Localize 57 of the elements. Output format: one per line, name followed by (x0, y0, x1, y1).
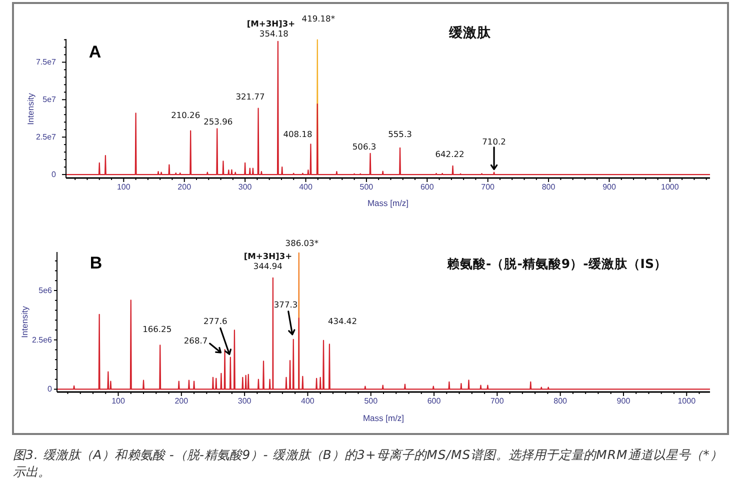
annotation: B (90, 254, 102, 272)
annotation: 434.42 (328, 316, 357, 326)
annotation: 253.96 (204, 116, 233, 127)
x-tick-label: 800 (554, 396, 568, 406)
x-tick-label: 500 (360, 182, 374, 192)
annotation: 710.2 (482, 136, 506, 146)
annotation: 277.6 (204, 316, 228, 326)
y-tick-label: 2.5e7 (36, 132, 57, 142)
annotation: 321.77 (236, 91, 265, 102)
x-tick-label: 900 (602, 182, 616, 192)
x-tick-label: 700 (481, 182, 496, 192)
caption: 图3. 缓激肽（A）和赖氨酸 -（脱-精氨酸9）- 缓激肽（B）的3+母离子的MS/MS谱图。选择用于定量的MRM通道以星号（*）示出。 (13, 446, 724, 480)
x-tick-label: 200 (174, 396, 189, 406)
annotation: 555.3 (388, 128, 412, 139)
x-tick-label: 300 (238, 182, 252, 192)
x-tick-label: 500 (364, 396, 378, 406)
annotation: 210.26 (171, 110, 200, 120)
x-tick-label: 900 (616, 396, 631, 406)
y-tick-label: 0 (48, 384, 53, 394)
annotation: 642.22 (435, 148, 464, 159)
y-tick-label: 5e7 (42, 95, 57, 104)
annotation: 419.18* (302, 14, 335, 24)
annotation: [M+3H]3+ (244, 250, 292, 261)
annotation: A (88, 42, 102, 62)
x-axis-title: Mass [m/z] (367, 198, 409, 208)
annotation: 268.7 (184, 336, 208, 346)
x-tick-label: 400 (299, 182, 313, 192)
line-series (57, 277, 710, 390)
x-tick-label: 200 (178, 182, 192, 192)
y-tick-label: 2.5e6 (32, 335, 53, 344)
y-axis-title: Intensity (26, 92, 36, 124)
annotation: 408.18 (283, 129, 312, 140)
x-tick-label: 300 (238, 396, 252, 406)
chart-title: 缓激肽 (449, 25, 491, 41)
annotation: 386.03* (285, 238, 318, 248)
y-tick-label: 0 (52, 170, 57, 180)
annotation: [M+3H]3+ (246, 18, 296, 28)
y-axis-title: Intensity (20, 306, 30, 338)
x-tick-label: 1000 (661, 182, 680, 192)
x-tick-label: 600 (420, 182, 434, 192)
annotation: 354.18 (259, 28, 288, 38)
chart-title: 赖氨酸-（脱-精氨酸9）-缓激肽（IS） (447, 256, 667, 272)
y-tick-label: 7.5e7 (36, 58, 57, 67)
line-series (66, 40, 710, 176)
annotation: 166.25 (142, 324, 172, 334)
x-tick-label: 800 (542, 182, 556, 192)
annotation: 506.3 (352, 141, 376, 152)
annotation: 344.94 (253, 260, 282, 271)
annotation: 377.3 (274, 299, 298, 310)
x-tick-label: 700 (490, 396, 504, 406)
x-tick-label: 400 (301, 396, 315, 406)
x-tick-label: 100 (112, 396, 126, 406)
x-tick-label: 1000 (678, 396, 696, 406)
x-axis-title: Mass [m/z] (362, 413, 404, 423)
x-tick-label: 600 (427, 396, 442, 406)
x-tick-label: 100 (116, 182, 131, 192)
y-tick-label: 5e6 (38, 286, 53, 296)
